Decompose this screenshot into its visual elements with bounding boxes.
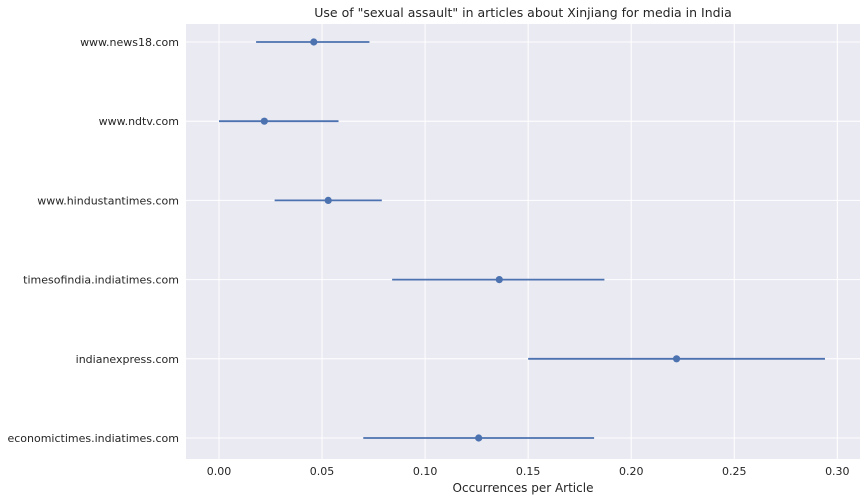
- data-marks: [218, 38, 825, 442]
- data-point: [475, 434, 483, 442]
- y-tick-label: economictimes.indiatimes.com: [7, 432, 179, 445]
- x-tick-label: 0.25: [722, 465, 747, 478]
- y-tick-label: www.ndtv.com: [99, 115, 179, 128]
- data-point: [495, 276, 503, 284]
- y-tick-label: timesofindia.indiatimes.com: [23, 274, 179, 287]
- x-tick-label: 0.00: [207, 465, 232, 478]
- y-tick-label: www.news18.com: [80, 36, 179, 49]
- x-tick-label: 0.15: [516, 465, 541, 478]
- x-tick-label: 0.05: [310, 465, 335, 478]
- x-tick-label: 0.20: [619, 465, 644, 478]
- data-point: [324, 196, 332, 204]
- x-tick-label: 0.10: [413, 465, 438, 478]
- plot-area: [186, 24, 860, 459]
- data-point: [260, 117, 268, 125]
- y-tick-label: indianexpress.com: [76, 353, 179, 366]
- y-tick-label: www.hindustantimes.com: [37, 194, 179, 207]
- chart-title: Use of "sexual assault" in articles abou…: [314, 5, 731, 20]
- data-point: [310, 38, 318, 46]
- x-axis-label: Occurrences per Article: [453, 481, 594, 495]
- x-tick-labels: 0.00 0.05 0.10 0.15 0.20 0.25 0.30: [207, 465, 850, 478]
- data-point: [672, 355, 681, 363]
- y-tick-labels: www.news18.com www.ndtv.com www.hindustant…: [7, 36, 179, 445]
- x-tick-label: 0.30: [825, 465, 850, 478]
